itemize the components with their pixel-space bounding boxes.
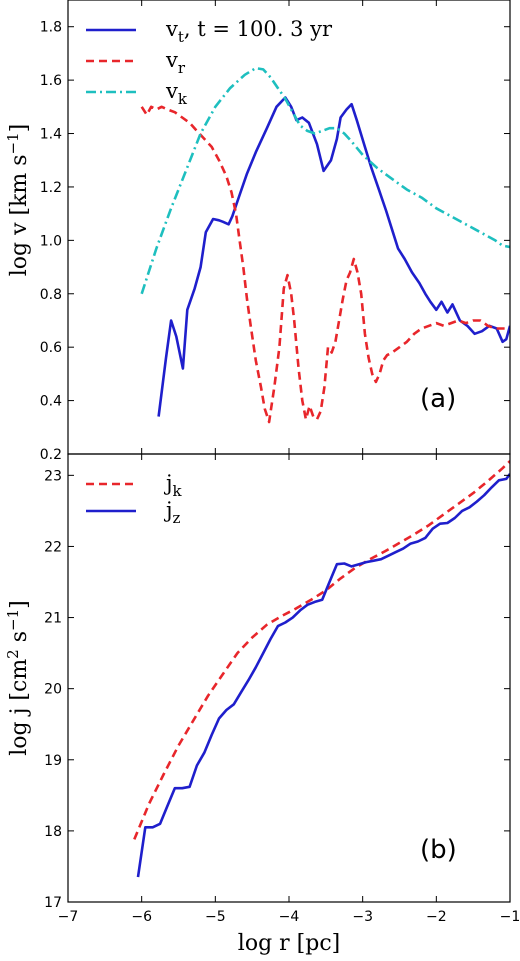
panel-b-label: (b) bbox=[420, 835, 457, 865]
y-tick-label: 18 bbox=[44, 824, 62, 840]
y-tick-label: 0.2 bbox=[40, 447, 62, 463]
y-tick-label: 0.6 bbox=[40, 340, 62, 356]
legend-vk-label: vk bbox=[165, 79, 188, 108]
x-tick-label: −2 bbox=[426, 909, 447, 925]
series-jk-line bbox=[133, 460, 510, 840]
legend-jk-label: jk bbox=[163, 471, 183, 500]
panel-b-series bbox=[133, 460, 510, 878]
x-tick-label: −3 bbox=[352, 909, 373, 925]
legend-jz-label: jz bbox=[163, 498, 181, 527]
panel-b-xlabel: log r [pc] bbox=[238, 931, 340, 956]
y-tick-label: 1.8 bbox=[40, 20, 62, 36]
y-tick-label: 1.6 bbox=[40, 73, 62, 89]
y-tick-label: 20 bbox=[44, 682, 62, 698]
y-tick-label: 0.4 bbox=[40, 394, 62, 410]
y-tick-label: 23 bbox=[44, 468, 62, 484]
panel-b-frame bbox=[67, 453, 511, 903]
panel-a-label: (a) bbox=[420, 384, 456, 414]
series-jz-line bbox=[136, 473, 510, 878]
y-tick-label: 19 bbox=[44, 753, 62, 769]
series-vk-line bbox=[140, 66, 510, 295]
x-tick-label: −6 bbox=[131, 909, 152, 925]
panel-b-ylabel: log j [cm2 s−1] bbox=[4, 600, 32, 756]
y-tick-label: 1.2 bbox=[40, 180, 62, 196]
legend-vr-label: vr bbox=[165, 48, 186, 77]
panel-a-yticks: 0.2 0.4 0.6 0.8 1.0 1.2 1.4 1.6 1.8 bbox=[40, 20, 510, 463]
y-tick-label: 1.4 bbox=[40, 127, 62, 143]
panel-b-xticks: −7 −6 −5 −4 −3 −2 −1 bbox=[58, 454, 520, 925]
x-tick-label: −5 bbox=[205, 909, 226, 925]
x-tick-label: −4 bbox=[279, 909, 300, 925]
y-tick-label: 0.8 bbox=[40, 287, 62, 303]
x-tick-label: −7 bbox=[58, 909, 79, 925]
y-tick-label: 22 bbox=[44, 539, 62, 555]
y-tick-label: 17 bbox=[44, 895, 62, 911]
x-tick-label: −1 bbox=[500, 909, 520, 925]
panel-a-series bbox=[140, 66, 510, 424]
legend-vt-label: vt, t = 100. 3 yr bbox=[165, 17, 333, 46]
series-vr-line bbox=[140, 105, 510, 424]
panel-a: 0.2 0.4 0.6 0.8 1.0 1.2 1.4 1.6 1.8 vt, t = 100.… bbox=[4, 0, 511, 463]
panel-b-yticks: 17 18 19 20 21 22 23 bbox=[44, 468, 510, 911]
panel-a-ylabel: log v [km s−1] bbox=[4, 124, 32, 277]
y-tick-label: 1.0 bbox=[40, 233, 62, 249]
y-tick-label: 21 bbox=[44, 611, 62, 627]
